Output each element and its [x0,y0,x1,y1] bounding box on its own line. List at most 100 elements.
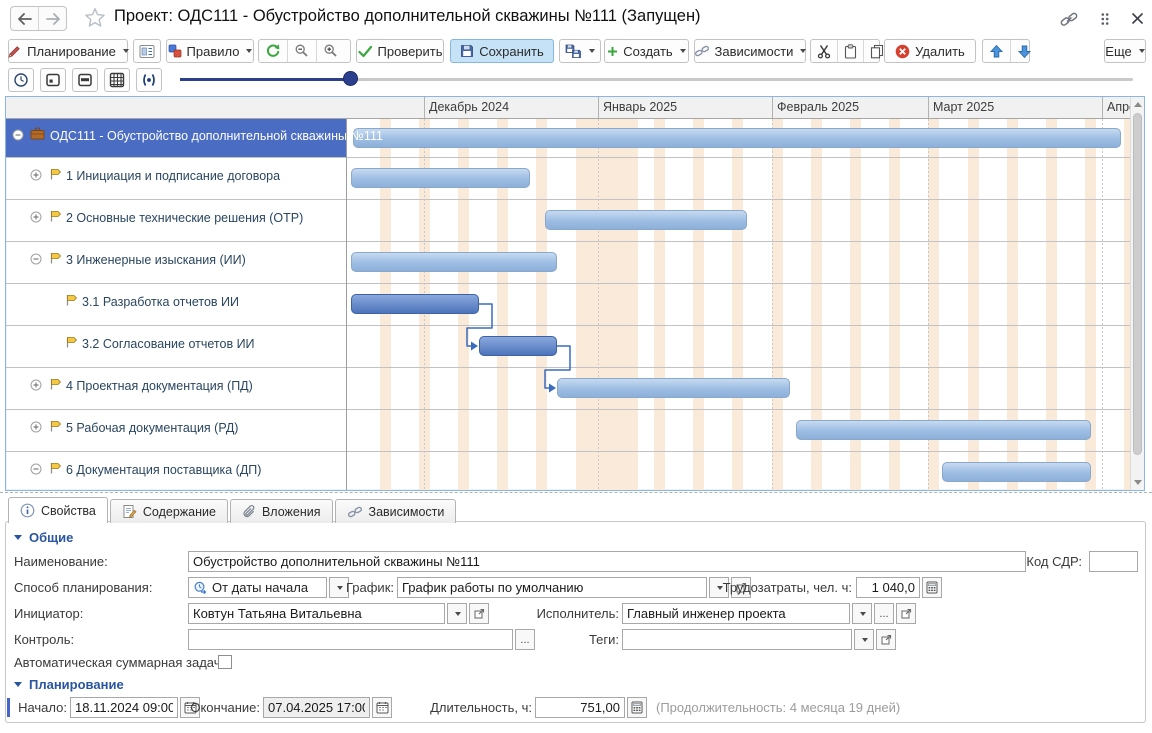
tab-content[interactable]: Содержание [109,499,228,523]
gantt-task-bar[interactable] [557,378,790,398]
section-planning[interactable]: Планирование [14,677,124,692]
copy-button[interactable] [864,40,890,62]
initiator-open-button[interactable] [469,603,489,624]
schedule-open-button[interactable] [731,577,751,598]
control-input[interactable] [188,629,513,650]
gantt-task-bar[interactable] [942,462,1091,482]
scroll-down-icon[interactable] [1134,480,1142,485]
finish-calendar-button[interactable] [372,697,392,718]
copy-icon [870,44,884,59]
check-button[interactable]: Проверить [356,39,444,63]
task-form-panel-button[interactable] [133,39,161,63]
get-link-button[interactable] [1058,10,1080,28]
scrollbar-thumb[interactable] [1133,113,1142,455]
create-menu-button[interactable]: Создать [604,39,689,63]
move-up-button[interactable] [983,40,1011,62]
tree-expander-plus-icon[interactable] [30,379,42,391]
gantt-vertical-scrollbar[interactable] [1130,97,1144,490]
name-input[interactable] [188,551,1026,572]
rule-icon [168,44,182,58]
scale-auto-button[interactable] [136,68,162,92]
finish-date-input[interactable] [263,697,370,718]
back-button[interactable] [11,7,39,30]
planning-method-dropdown-button[interactable] [329,577,349,598]
schedule-input[interactable] [397,577,707,598]
flag-icon [48,209,62,223]
duration-input[interactable] [535,697,625,718]
duration-calculator-button[interactable] [627,697,647,718]
tree-expander-plus-icon[interactable] [30,421,42,433]
save-variants-button[interactable] [559,39,601,63]
gantt-task-bar[interactable] [351,252,557,272]
tree-expander-plus-icon[interactable] [30,169,42,181]
gantt-task-bar[interactable] [351,168,530,188]
modified-field-marker [7,698,10,717]
timeline-zoom-slider-knob[interactable] [343,71,358,86]
cut-button[interactable] [811,40,838,62]
task-row[interactable] [6,119,346,157]
tab-dependencies[interactable]: Зависимости [334,499,457,523]
refresh-button[interactable] [259,40,288,62]
gantt-panel-divider[interactable] [346,97,347,490]
executor-dropdown-button[interactable] [852,603,872,624]
panel-icon [139,44,155,59]
tab-properties[interactable]: Свойства [8,497,108,523]
timeline-zoom-slider-track[interactable] [180,78,1133,81]
refresh-icon [265,43,281,59]
initiator-dropdown-button[interactable] [447,603,467,624]
scroll-up-icon[interactable] [1134,102,1142,107]
control-list-button[interactable]: ... [515,629,535,650]
rule-menu-button[interactable]: Правило [166,39,254,63]
planning-method-field[interactable]: От даты начала [188,577,327,598]
panel-splitter[interactable] [0,492,1152,493]
forward-button[interactable] [39,7,66,30]
open-icon [881,634,892,645]
delete-button[interactable]: Удалить [884,39,976,63]
gantt-month-gridline [1102,119,1103,490]
tags-open-button[interactable] [876,629,896,650]
gantt-task-bar[interactable] [479,336,557,356]
tags-input[interactable] [622,629,852,650]
gantt-task-bar[interactable] [545,210,747,230]
tab-attachments[interactable]: Вложения [229,499,333,523]
start-calendar-button[interactable] [180,697,200,718]
paste-button[interactable] [838,40,864,62]
auto-summary-checkbox[interactable] [218,655,232,669]
tree-expander-plus-icon[interactable] [30,211,42,223]
tree-expander-minus-icon[interactable] [30,463,42,475]
gantt-task-bar[interactable] [796,420,1091,440]
effort-input[interactable] [856,577,920,598]
gantt-month-gridline [928,119,929,490]
zoom-in-button[interactable] [317,40,345,62]
arrow-forward-icon [45,12,61,25]
scale-month-button[interactable] [104,68,130,92]
section-general[interactable]: Общие [14,530,73,545]
planning-menu-button[interactable]: Планирование [8,39,129,63]
more-menu-button[interactable] [1094,10,1116,28]
executor-list-button[interactable]: ... [874,603,894,624]
gantt-task-bar[interactable] [351,294,479,314]
favorite-star-icon[interactable] [84,7,106,31]
dependencies-menu-button[interactable]: Зависимости [694,39,807,63]
scale-hour-button[interactable] [8,68,34,92]
initiator-input[interactable] [188,603,445,624]
more-actions-button[interactable]: Еще [1104,39,1146,63]
executor-input[interactable] [622,603,850,624]
zoom-out-button[interactable] [288,40,317,62]
effort-calculator-button[interactable] [922,577,942,598]
move-down-button[interactable] [1011,40,1038,62]
executor-open-button[interactable] [896,603,916,624]
initiator-label: Инициатор: [14,606,84,621]
start-date-input[interactable] [70,697,178,718]
schedule-dropdown-button[interactable] [709,577,729,598]
tree-expander-minus-icon[interactable] [12,129,24,141]
tree-expander-minus-icon[interactable] [30,253,42,265]
gantt-task-bar[interactable] [353,128,1121,148]
wbs-input[interactable] [1089,551,1138,572]
scale-week-button[interactable] [72,68,98,92]
close-button[interactable] [1126,9,1148,27]
tags-dropdown-button[interactable] [854,629,874,650]
save-button[interactable]: Сохранить [450,39,554,63]
scale-day-button[interactable] [40,68,66,92]
